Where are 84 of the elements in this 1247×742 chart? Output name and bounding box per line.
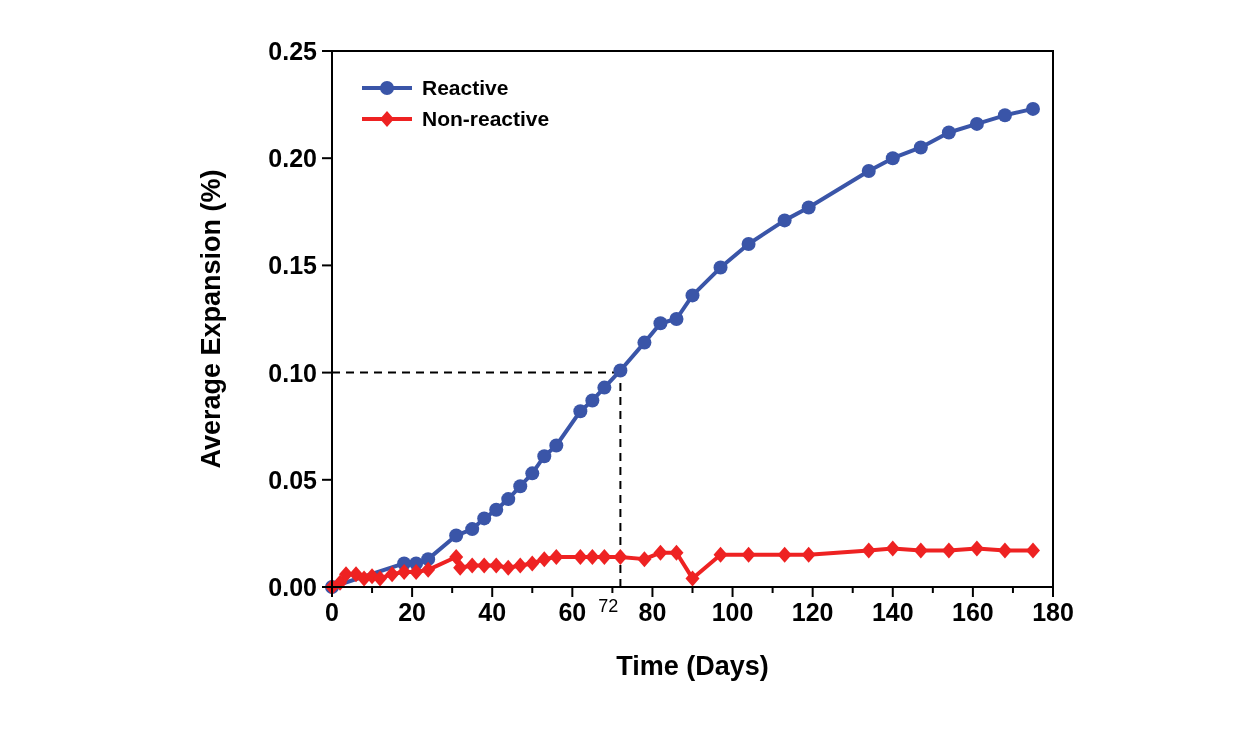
point	[685, 570, 700, 587]
point	[397, 563, 412, 580]
point	[913, 542, 928, 559]
point	[741, 546, 756, 563]
point	[613, 548, 628, 565]
y-tick-label: 0.00	[268, 573, 317, 601]
point	[613, 363, 628, 378]
point	[941, 125, 956, 140]
y-tick-label: 0.05	[268, 465, 318, 494]
point	[861, 542, 876, 559]
legend-label: Reactive	[422, 76, 509, 99]
point	[885, 540, 900, 557]
point	[421, 561, 436, 578]
x-tick-label: 60	[558, 598, 587, 626]
x-axis-title: Time (Days)	[616, 651, 769, 681]
point	[653, 544, 668, 561]
point	[997, 542, 1012, 559]
point	[465, 522, 480, 537]
point	[777, 546, 792, 563]
point	[669, 312, 684, 326]
point	[685, 288, 700, 303]
point	[513, 479, 528, 494]
point	[501, 559, 516, 576]
y-tick-label: 0.15	[268, 251, 318, 280]
point	[913, 140, 928, 155]
point	[573, 548, 588, 565]
point	[573, 404, 588, 419]
ref-line-label: 72	[598, 596, 619, 616]
point	[477, 511, 492, 526]
x-tick-label: 40	[478, 598, 507, 626]
point	[597, 548, 612, 565]
point	[585, 548, 600, 565]
point	[669, 544, 684, 561]
point	[997, 108, 1012, 123]
point	[409, 563, 424, 580]
point	[861, 164, 876, 179]
x-tick-label: 0	[325, 598, 339, 626]
point	[801, 200, 816, 215]
point	[885, 151, 900, 166]
point	[537, 551, 552, 568]
x-tick-label: 20	[398, 598, 427, 626]
point	[489, 557, 504, 574]
point	[465, 557, 480, 574]
point	[385, 566, 400, 583]
x-tick-label: 120	[791, 598, 834, 626]
x-tick-label: 80	[638, 598, 667, 626]
point	[449, 528, 464, 543]
point	[741, 236, 756, 251]
point	[713, 260, 728, 275]
point	[501, 492, 516, 507]
point	[537, 449, 552, 464]
point	[637, 551, 652, 568]
point	[453, 559, 468, 576]
point	[1025, 542, 1040, 559]
point	[801, 546, 816, 563]
point	[525, 555, 540, 572]
point	[549, 548, 564, 565]
point	[777, 213, 792, 228]
x-tick-label: 100	[711, 598, 754, 626]
point	[941, 542, 956, 559]
x-tick-label: 180	[1032, 598, 1074, 626]
y-axis-title: Average Expansion (%)	[196, 169, 226, 469]
point	[585, 393, 600, 408]
y-tick-label: 0.10	[268, 358, 317, 387]
point	[421, 552, 436, 567]
point	[637, 335, 652, 350]
point	[525, 466, 540, 481]
point	[549, 438, 564, 453]
point	[477, 557, 492, 574]
x-tick-label: 160	[952, 598, 994, 626]
point	[489, 502, 504, 517]
x-tick-label: 140	[871, 598, 914, 626]
legend-label: Non-reactive	[422, 107, 550, 130]
point	[373, 570, 388, 587]
point	[513, 557, 528, 574]
y-tick-label: 0.20	[268, 144, 317, 173]
y-tick-label: 0.25	[268, 37, 318, 65]
point	[1025, 101, 1040, 116]
point	[713, 546, 728, 563]
point	[969, 540, 984, 557]
point	[449, 548, 464, 565]
point	[653, 316, 668, 331]
point	[969, 116, 984, 131]
point	[597, 380, 612, 395]
